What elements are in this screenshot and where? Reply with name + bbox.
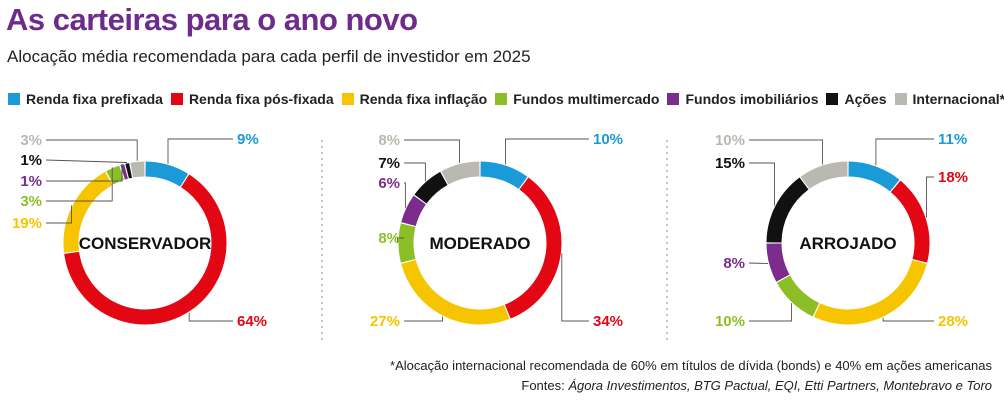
leader-line [749,139,823,165]
slice-label: 1% [20,152,42,169]
leader-line [404,139,460,164]
slice-label: 1% [20,173,42,190]
donut-slice [813,259,927,325]
slice-label: 8% [378,230,400,247]
legend: Renda fixa prefixada Renda fixa pós-fixad… [8,91,1004,107]
donut-slice [504,177,562,319]
donut-slice [398,223,416,263]
legend-item: Internacional* [894,91,1004,107]
legend-item: Fundos imobiliários [667,91,818,107]
legend-label: Fundos imobiliários [685,91,819,107]
legend-swatch [170,93,183,105]
slice-label: 10% [715,313,745,330]
legend-label: Internacional* [912,91,1004,107]
donut-slice [776,275,820,317]
leader-line [404,162,426,182]
legend-swatch [8,93,20,105]
legend-label: Fundos multimercado [513,91,660,107]
donut-slice [64,174,227,325]
leader-line [749,162,775,206]
donut-center-label: MODERADO [429,234,530,253]
donut-center-label: ARROJADO [799,234,896,253]
legend-item: Ações [826,91,887,107]
legend-swatch [667,93,680,105]
leader-line [46,167,113,202]
donut-slice [120,164,128,180]
slice-label: 64% [237,313,267,330]
donut-slice [441,161,480,185]
donut-slice [766,243,790,282]
slice-label: 3% [20,132,42,149]
slice-label: 6% [378,175,400,192]
legend-item: Renda fixa inflação [341,91,488,107]
leader-line [749,303,792,322]
leader-line [404,316,443,322]
chart-title: As carteiras para o ano novo [6,2,418,37]
donut-slice [401,195,427,227]
slice-label: 27% [370,313,400,330]
leader-line [397,237,404,243]
legend-swatch [341,93,354,105]
legend-item: Renda fixa prefixada [8,91,163,107]
slice-label: 34% [593,313,623,330]
donut-slice [414,171,448,204]
legend-label: Renda fixa inflação [359,91,488,107]
leader-line [46,139,138,161]
slice-label: 18% [938,169,968,186]
donut-slice [800,161,848,190]
leader-line [46,163,123,182]
legend-label: Renda fixa prefixada [26,91,163,107]
donut-center-label: CONSERVADOR [79,234,212,253]
slice-label: 8% [723,255,745,272]
slice-label: 3% [20,193,42,210]
donut-slice [145,161,189,187]
donut-slice [106,165,125,185]
donut-slice [766,177,809,243]
donut-slice [848,161,900,192]
legend-item: Fundos multimercado [495,91,659,107]
legend-swatch [894,93,907,105]
donut-slice [480,161,528,190]
slice-label: 11% [938,131,967,148]
leader-line [45,159,128,163]
slice-label: 8% [378,132,400,149]
chart-subtitle: Alocação média recomendada para cada per… [7,47,531,66]
legend-swatch [826,93,839,105]
sources-prefix: Fontes: [521,378,569,393]
leader-line [882,317,934,322]
leader-line [46,205,72,224]
donut-slice [63,171,113,253]
slice-label: 28% [938,313,968,330]
slice-label: 19% [12,215,42,232]
leader-line [505,138,589,165]
donut-slice [125,163,133,179]
leader-line [404,182,406,208]
legend-label: Ações [844,91,887,107]
donut-slice [401,259,510,325]
slice-label: 10% [593,131,623,148]
footnote: *Alocação internacional recomendada de 6… [390,358,992,373]
sources: Fontes: Ágora Investimentos, BTG Pactual… [521,378,992,393]
slice-label: 10% [715,132,745,149]
slice-label: 15% [715,155,745,172]
legend-item: Renda fixa pós-fixada [170,91,334,107]
donut-slice [890,180,930,263]
legend-label: Renda fixa pós-fixada [188,91,334,107]
leader-line [561,253,589,322]
leader-line [875,138,934,166]
leader-line [188,312,233,322]
sources-names: Ágora Investimentos, BTG Pactual, EQI, E… [568,378,992,393]
legend-swatch [495,93,508,105]
leader-line [926,176,934,218]
donut-slice [130,161,145,178]
leader-line [167,138,233,164]
slice-label: 7% [378,155,400,172]
leader-line [748,262,769,264]
slice-label: 9% [237,131,259,148]
